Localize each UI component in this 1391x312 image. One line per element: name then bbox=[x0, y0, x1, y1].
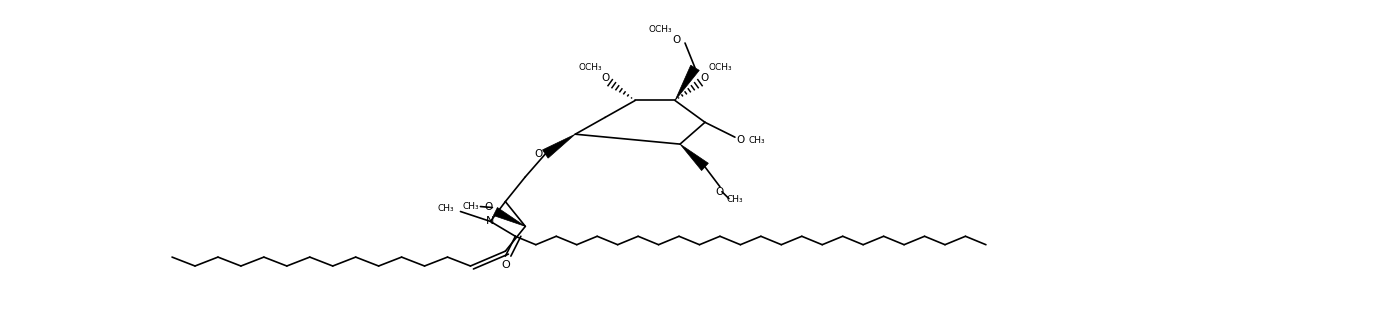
Polygon shape bbox=[680, 144, 708, 171]
Text: O: O bbox=[601, 73, 609, 83]
Polygon shape bbox=[542, 134, 576, 158]
Text: O: O bbox=[716, 187, 725, 197]
Text: O: O bbox=[501, 260, 509, 270]
Text: CH₃: CH₃ bbox=[748, 136, 765, 145]
Text: CH₃: CH₃ bbox=[437, 204, 453, 213]
Text: CH₃: CH₃ bbox=[726, 195, 743, 204]
Text: O: O bbox=[737, 135, 746, 145]
Text: N: N bbox=[487, 216, 495, 226]
Text: O: O bbox=[484, 202, 492, 212]
Text: O: O bbox=[701, 73, 709, 83]
Text: OCH₃: OCH₃ bbox=[648, 25, 672, 34]
Polygon shape bbox=[675, 65, 700, 100]
Polygon shape bbox=[494, 207, 526, 227]
Text: OCH₃: OCH₃ bbox=[708, 63, 732, 72]
Text: CH₃: CH₃ bbox=[462, 202, 479, 211]
Text: O: O bbox=[534, 149, 542, 159]
Text: OCH₃: OCH₃ bbox=[579, 63, 602, 72]
Text: O: O bbox=[672, 35, 680, 45]
